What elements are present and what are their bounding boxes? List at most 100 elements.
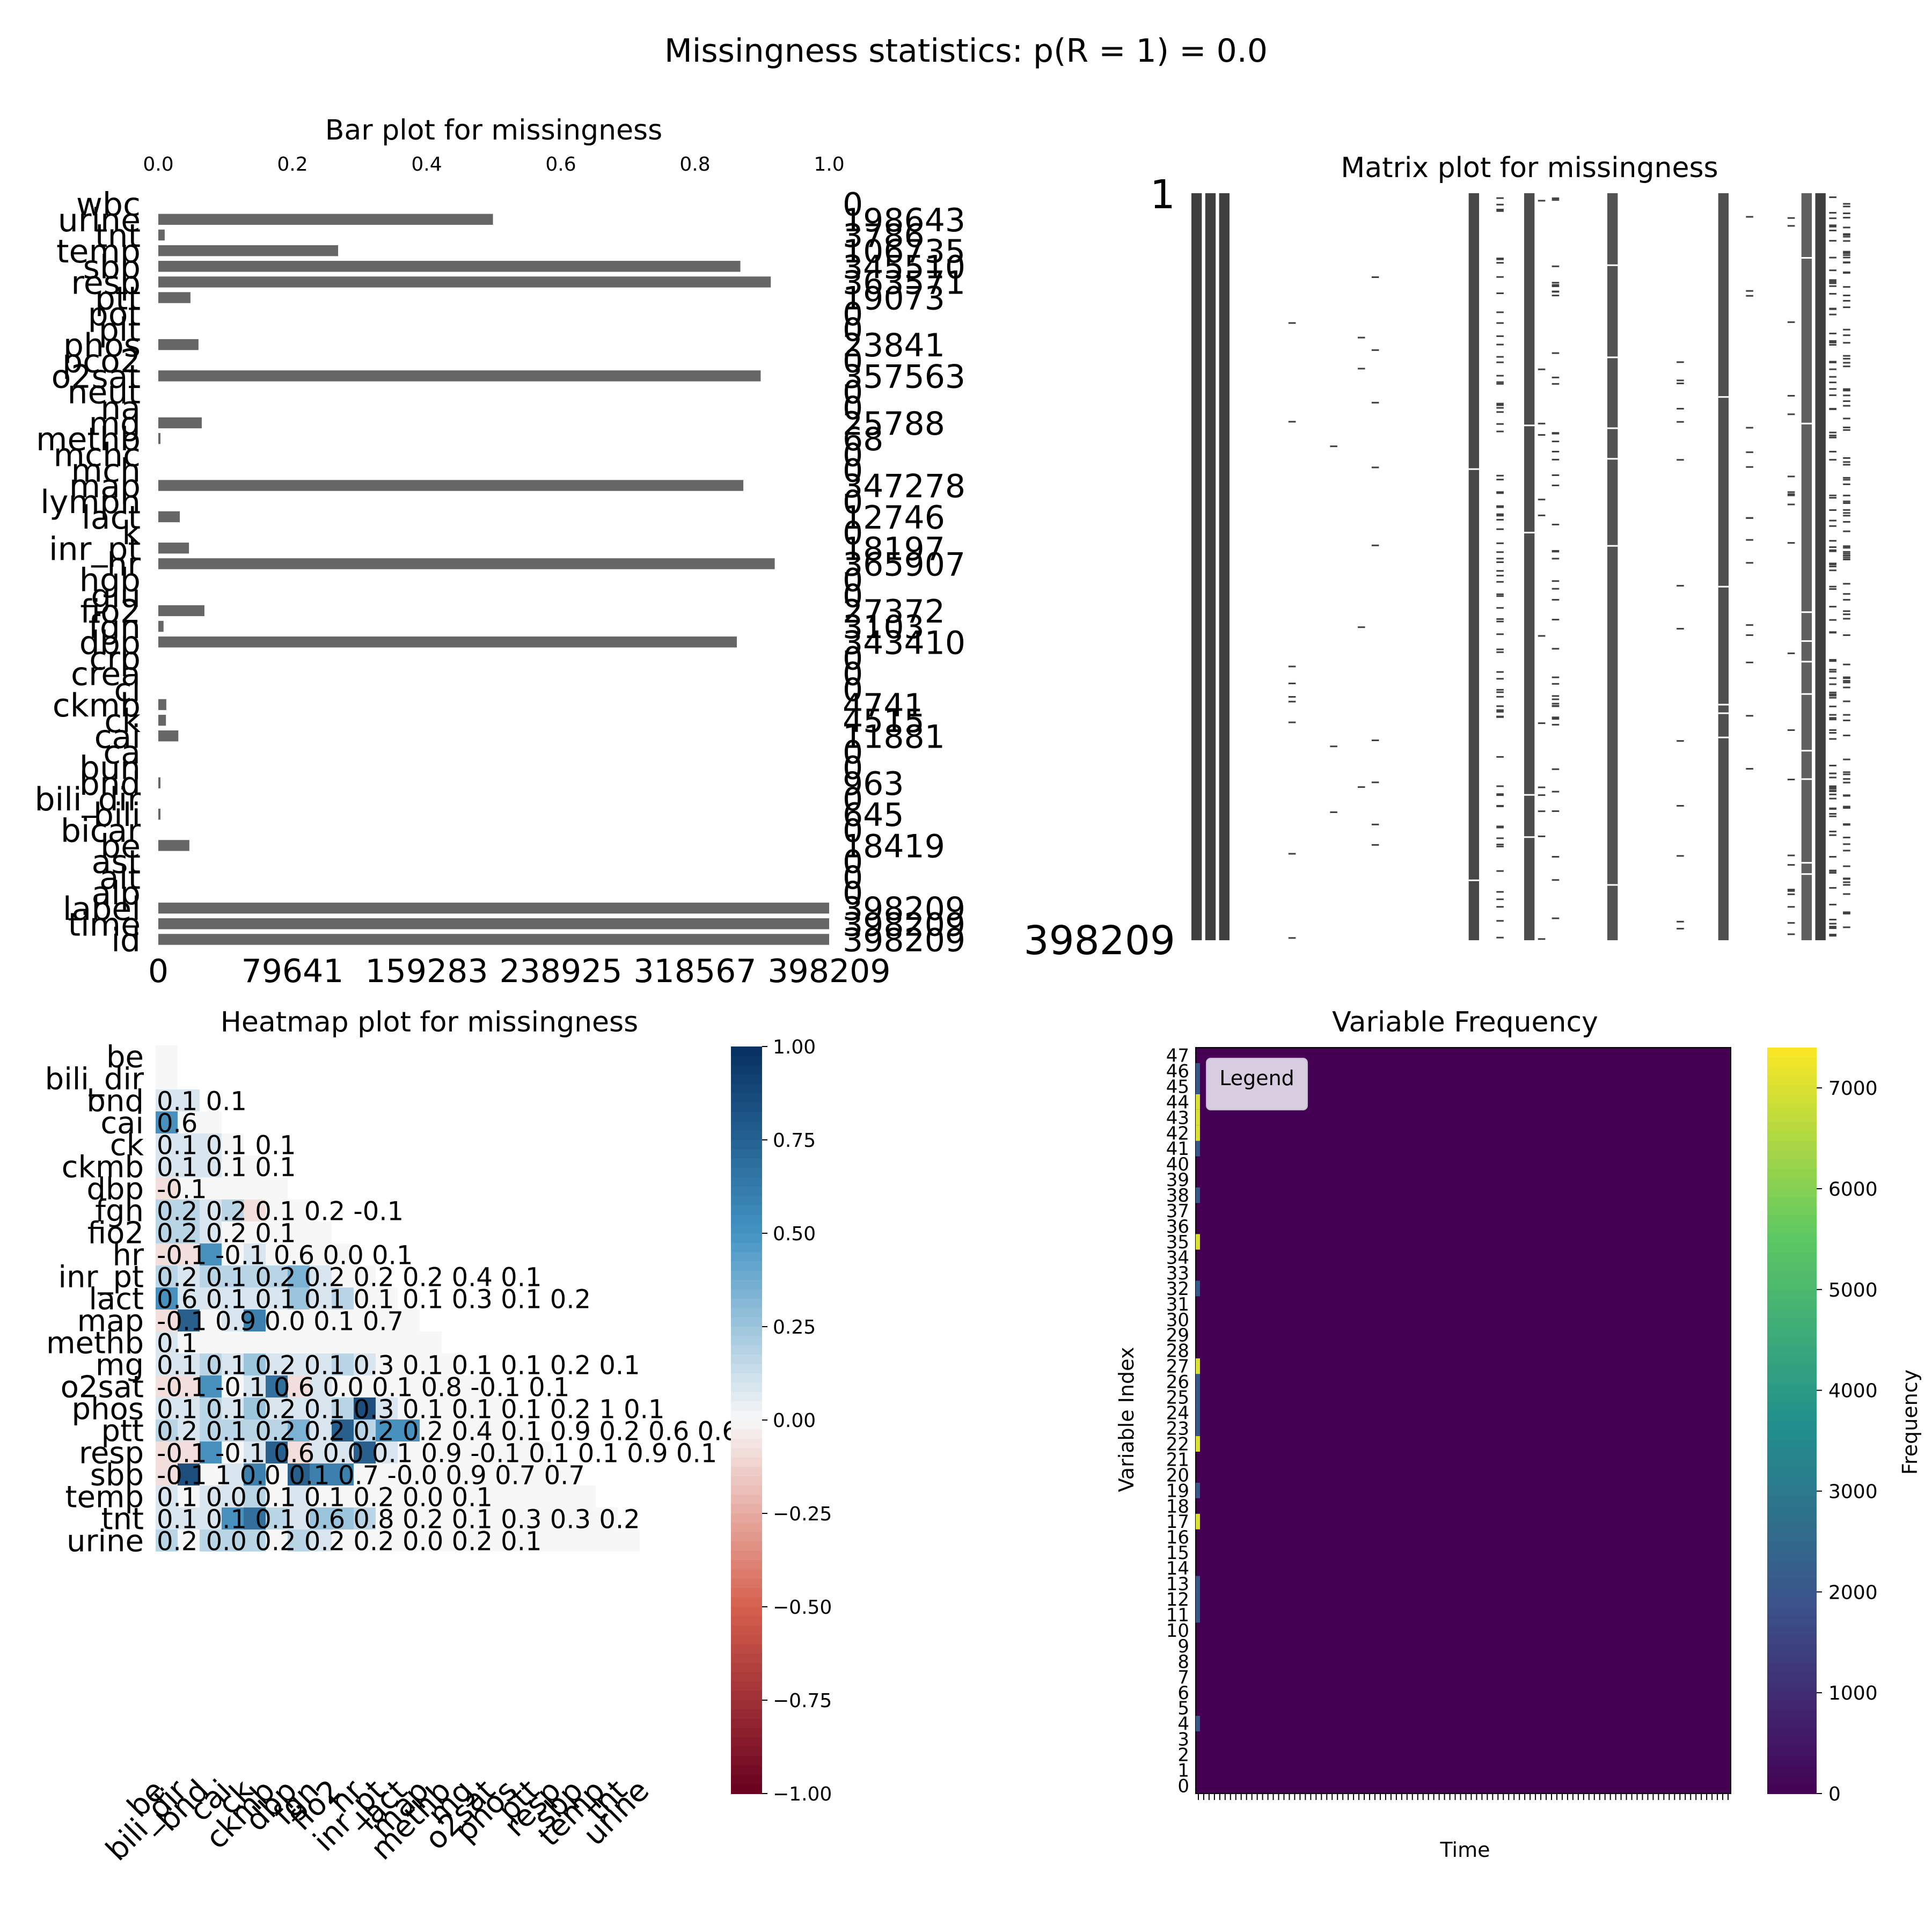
heatmap-cell: [266, 1331, 288, 1353]
frequency-colorbar-segment: [1767, 1570, 1817, 1580]
matrix-stroke: [1677, 382, 1684, 384]
heatmap-cell: [332, 1353, 354, 1375]
frequency-colorbar-segment: [1767, 1187, 1817, 1197]
heatmap-cell: [156, 1485, 178, 1507]
heatmap-cell: [420, 1331, 442, 1353]
heatmap-cell: [310, 1529, 332, 1552]
bar: [158, 245, 339, 257]
bar-category-label: bnd: [79, 765, 141, 803]
heatmap-cell: [310, 1309, 332, 1331]
frequency-colorbar-segment: [1767, 1551, 1817, 1561]
heatmap-colorbar-segment: [731, 1690, 762, 1701]
matrix-stroke: [1843, 405, 1850, 407]
matrix-stroke: [1843, 613, 1850, 616]
heatmap-row-label: temp: [65, 1480, 144, 1515]
bar-category-label: cai: [94, 718, 141, 756]
heatmap-cell: [178, 1507, 200, 1529]
heatmap-colorbar-segment: [731, 1046, 762, 1057]
heatmap-cell: [398, 1353, 420, 1375]
frequency-colorbar-segment: [1767, 1355, 1817, 1365]
bar-value-label: 3786: [843, 217, 925, 255]
frequency-colorbar-segment: [1767, 1150, 1817, 1160]
matrix-stroke: [1552, 599, 1560, 601]
matrix-stroke: [1829, 764, 1836, 766]
bar-value-label: 0: [843, 750, 863, 787]
heatmap-cell: [552, 1463, 574, 1485]
heatmap-cell: [398, 1485, 420, 1507]
bar-value-label: 18419: [843, 828, 945, 865]
matrix-stroke: [1843, 362, 1850, 364]
matrix-stroke: [1358, 786, 1365, 788]
matrix-stroke: [1496, 620, 1504, 623]
matrix-stroke: [1829, 714, 1836, 716]
matrix-stroke: [1746, 634, 1753, 636]
heatmap-cell: [354, 1485, 376, 1507]
bar-category-label: crp: [89, 640, 141, 677]
matrix-stroke: [1829, 497, 1836, 499]
matrix-stroke: [1829, 451, 1836, 453]
heatmap-cell: [398, 1375, 420, 1397]
frequency-cell: [1196, 1482, 1200, 1498]
matrix-stroke: [1829, 797, 1836, 800]
matrix-stroke: [1746, 451, 1753, 453]
bar-category-label: bili_dir: [34, 781, 141, 818]
heatmap-cell: [310, 1375, 332, 1397]
heatmap-colorbar-segment: [731, 1102, 762, 1113]
matrix-stroke: [1843, 554, 1850, 557]
frequency-colorbar-segment: [1767, 1411, 1817, 1421]
matrix-stroke: [1288, 421, 1296, 423]
heatmap-cell: [332, 1485, 354, 1507]
matrix-stroke: [1829, 772, 1836, 774]
bar-bottom-tick-label: 398209: [767, 953, 890, 990]
matrix-stroke: [1358, 368, 1365, 370]
matrix-stroke: [1552, 284, 1560, 286]
matrix-stroke: [1829, 340, 1836, 342]
matrix-stroke: [1552, 295, 1560, 297]
matrix-stroke: [1288, 322, 1296, 324]
matrix-stroke: [1496, 711, 1504, 713]
bar: [158, 480, 744, 491]
heatmap-cell: [310, 1485, 332, 1507]
matrix-stroke: [1787, 475, 1795, 478]
frequency-y-tick-label: 20: [1166, 1465, 1189, 1486]
frequency-y-tick-label: 2: [1177, 1745, 1189, 1766]
heatmap-colorbar-segment: [731, 1196, 762, 1206]
matrix-stroke: [1496, 826, 1504, 829]
matrix-stroke: [1829, 540, 1836, 542]
bar-value-label: 3103: [843, 609, 925, 646]
bar-value-label: 68: [843, 421, 883, 458]
matrix-stroke: [1843, 771, 1850, 773]
heatmap-cell: [288, 1331, 310, 1353]
matrix-stroke: [1538, 368, 1546, 370]
heatmap-cell: [376, 1397, 398, 1419]
heatmap-cell: [156, 1441, 178, 1463]
matrix-stroke: [1496, 898, 1504, 901]
frequency-colorbar-segment: [1767, 1197, 1817, 1207]
heatmap-cell: [354, 1419, 376, 1441]
matrix-stroke: [1496, 648, 1504, 650]
frequency-colorbar-tick-label: 6000: [1828, 1179, 1878, 1201]
frequency-heatmap-body: [1195, 1047, 1731, 1794]
bar-value-label: 0: [843, 812, 863, 850]
matrix-stroke: [1552, 441, 1560, 443]
frequency-y-tick-label: 41: [1166, 1138, 1189, 1160]
matrix-stroke: [1843, 512, 1850, 514]
matrix-stroke: [1843, 479, 1850, 481]
bar-category-label: bicar: [61, 812, 141, 850]
heatmap-cell: [398, 1529, 420, 1552]
bar-value-label: 19073: [843, 280, 945, 318]
matrix-column: [1468, 193, 1480, 940]
matrix-stroke: [1746, 661, 1753, 663]
heatmap-colorbar-segment: [731, 1401, 762, 1411]
matrix-stroke: [1829, 269, 1836, 272]
matrix-stroke: [1829, 588, 1836, 590]
matrix-stroke: [1843, 261, 1850, 264]
bar-category-label: resp: [71, 264, 141, 302]
heatmap-cell: [266, 1441, 288, 1463]
matrix-stroke: [1829, 292, 1836, 295]
frequency-colorbar-segment: [1767, 1690, 1817, 1701]
bar-value-label: 357563: [843, 358, 965, 396]
heatmap-row-label: fio2: [87, 1216, 144, 1251]
matrix-stroke: [1829, 732, 1836, 734]
frequency-colorbar-segment: [1767, 1784, 1817, 1794]
